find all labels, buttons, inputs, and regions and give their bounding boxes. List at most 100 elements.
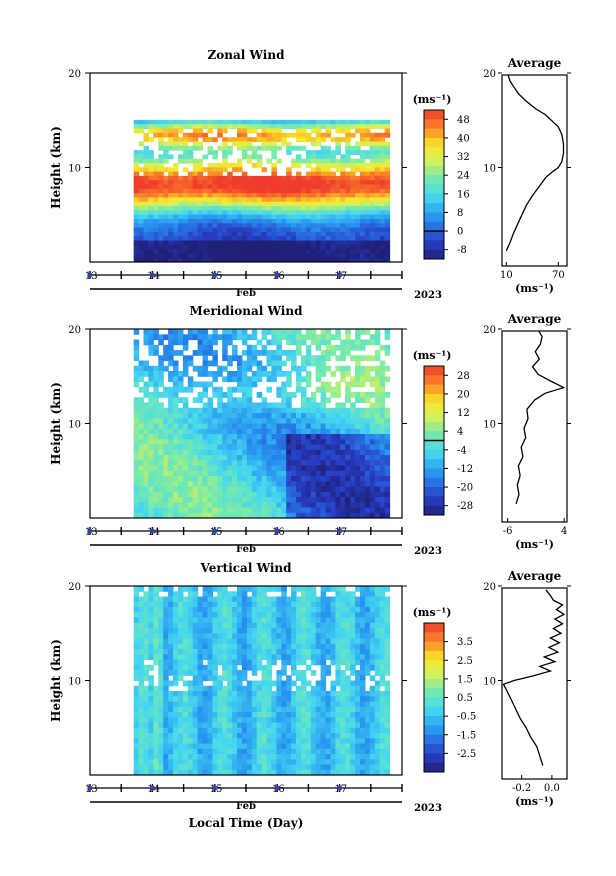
heatmap-cell xyxy=(276,486,282,493)
heatmap-cell xyxy=(296,381,302,388)
heatmap-cell xyxy=(212,748,218,755)
heatmap-cell xyxy=(148,423,154,430)
heatmap-cell xyxy=(237,355,243,362)
heatmap-cell xyxy=(364,659,371,666)
heatmap-cell xyxy=(212,497,218,503)
heatmap-cell xyxy=(202,434,209,440)
heatmap-cell xyxy=(266,476,272,482)
heatmap-cell xyxy=(315,722,322,729)
heatmap-cell xyxy=(251,628,258,634)
heatmap-cell xyxy=(153,612,159,619)
heatmap-cell xyxy=(133,413,140,419)
heatmap-cell xyxy=(173,502,179,509)
heatmap-cell xyxy=(227,664,233,671)
heatmap-cell xyxy=(143,759,149,766)
heatmap-cell xyxy=(266,428,272,435)
heatmap-cell xyxy=(241,119,248,125)
heatmap-cell xyxy=(182,481,189,488)
heatmap-cell xyxy=(192,470,199,477)
heatmap-cell xyxy=(187,158,194,164)
heatmap-cell xyxy=(207,764,213,771)
heatmap-cell xyxy=(148,381,154,388)
heatmap-cell xyxy=(369,759,376,766)
heatmap-cell xyxy=(281,371,287,377)
heatmap-cell xyxy=(335,128,341,134)
heatmap-cell xyxy=(241,449,248,456)
heatmap-cell xyxy=(276,717,282,724)
heatmap-cell xyxy=(182,497,189,503)
heatmap-cell xyxy=(187,439,194,446)
heatmap-cell xyxy=(360,712,366,718)
heatmap-cell xyxy=(153,188,159,194)
heatmap-cell xyxy=(133,428,140,435)
heatmap-cell xyxy=(345,706,351,713)
heatmap-cell xyxy=(335,163,341,168)
heatmap-cell xyxy=(296,717,302,724)
heatmap-cell xyxy=(241,240,248,246)
time-tick-dot xyxy=(337,528,343,534)
heatmap-cell xyxy=(296,434,302,440)
heatmap-cell xyxy=(286,633,292,640)
heatmap-cell xyxy=(168,491,174,498)
heatmap-cell xyxy=(207,759,213,766)
heatmap-cell xyxy=(374,413,381,419)
heatmap-cell xyxy=(163,706,169,713)
heatmap-cell xyxy=(148,502,154,509)
heatmap-cell xyxy=(241,439,248,446)
heatmap-cell xyxy=(212,712,218,718)
heatmap-cell xyxy=(212,449,218,456)
heatmap-cell xyxy=(202,701,209,708)
heatmap-cell xyxy=(197,439,204,446)
heatmap-cell xyxy=(369,706,376,713)
heatmap-cell xyxy=(379,407,386,414)
heatmap-cell xyxy=(271,481,277,488)
heatmap-cell xyxy=(197,696,204,703)
heatmap-cell xyxy=(222,743,228,750)
heatmap-cell xyxy=(158,759,164,766)
heatmap-cell xyxy=(241,423,248,430)
heatmap-cell xyxy=(138,434,145,440)
heatmap-cell xyxy=(325,512,332,518)
heatmap-cell xyxy=(232,622,238,629)
heatmap-cell xyxy=(197,748,204,755)
heatmap-cell xyxy=(148,137,154,143)
heatmap-cell xyxy=(163,486,169,493)
heatmap-cell xyxy=(325,638,332,645)
heatmap-cell xyxy=(340,476,346,482)
heatmap-cell xyxy=(246,764,253,771)
heatmap-cell xyxy=(286,486,292,493)
heatmap-cell xyxy=(202,344,209,351)
heatmap-cell xyxy=(237,596,243,603)
heatmap-cell xyxy=(325,423,332,430)
heatmap-cell xyxy=(296,486,302,493)
heatmap-cell xyxy=(192,764,199,771)
heatmap-cell xyxy=(301,507,307,514)
panel-title: Meridional Wind xyxy=(190,304,304,318)
heatmap-cell xyxy=(261,223,268,229)
heatmap-cell xyxy=(369,423,376,430)
heatmap-cell xyxy=(153,764,159,771)
heatmap-cell xyxy=(291,184,297,190)
heatmap-cell xyxy=(227,339,233,346)
heatmap-cell xyxy=(350,507,356,514)
heatmap-cell xyxy=(168,344,174,351)
heatmap-cell xyxy=(168,654,174,661)
heatmap-cell xyxy=(335,691,341,697)
heatmap-cell xyxy=(197,738,204,745)
heatmap-cell xyxy=(207,727,213,734)
heatmap-cell xyxy=(256,759,263,766)
heatmap-cell xyxy=(335,188,341,194)
heatmap-cell xyxy=(158,154,164,160)
heatmap-cell xyxy=(187,418,194,425)
heatmap-cell xyxy=(153,240,159,246)
heatmap-cell xyxy=(192,397,199,404)
heatmap-cell xyxy=(148,701,154,708)
heatmap-cell xyxy=(163,507,169,514)
heatmap-cell xyxy=(212,244,218,250)
heatmap-cell xyxy=(330,727,336,734)
heatmap-cell xyxy=(310,158,317,164)
heatmap-cell xyxy=(202,759,209,766)
heatmap-cell xyxy=(158,491,164,498)
colorbar-tick-label: 20 xyxy=(457,389,470,400)
heatmap-cell xyxy=(384,210,391,216)
